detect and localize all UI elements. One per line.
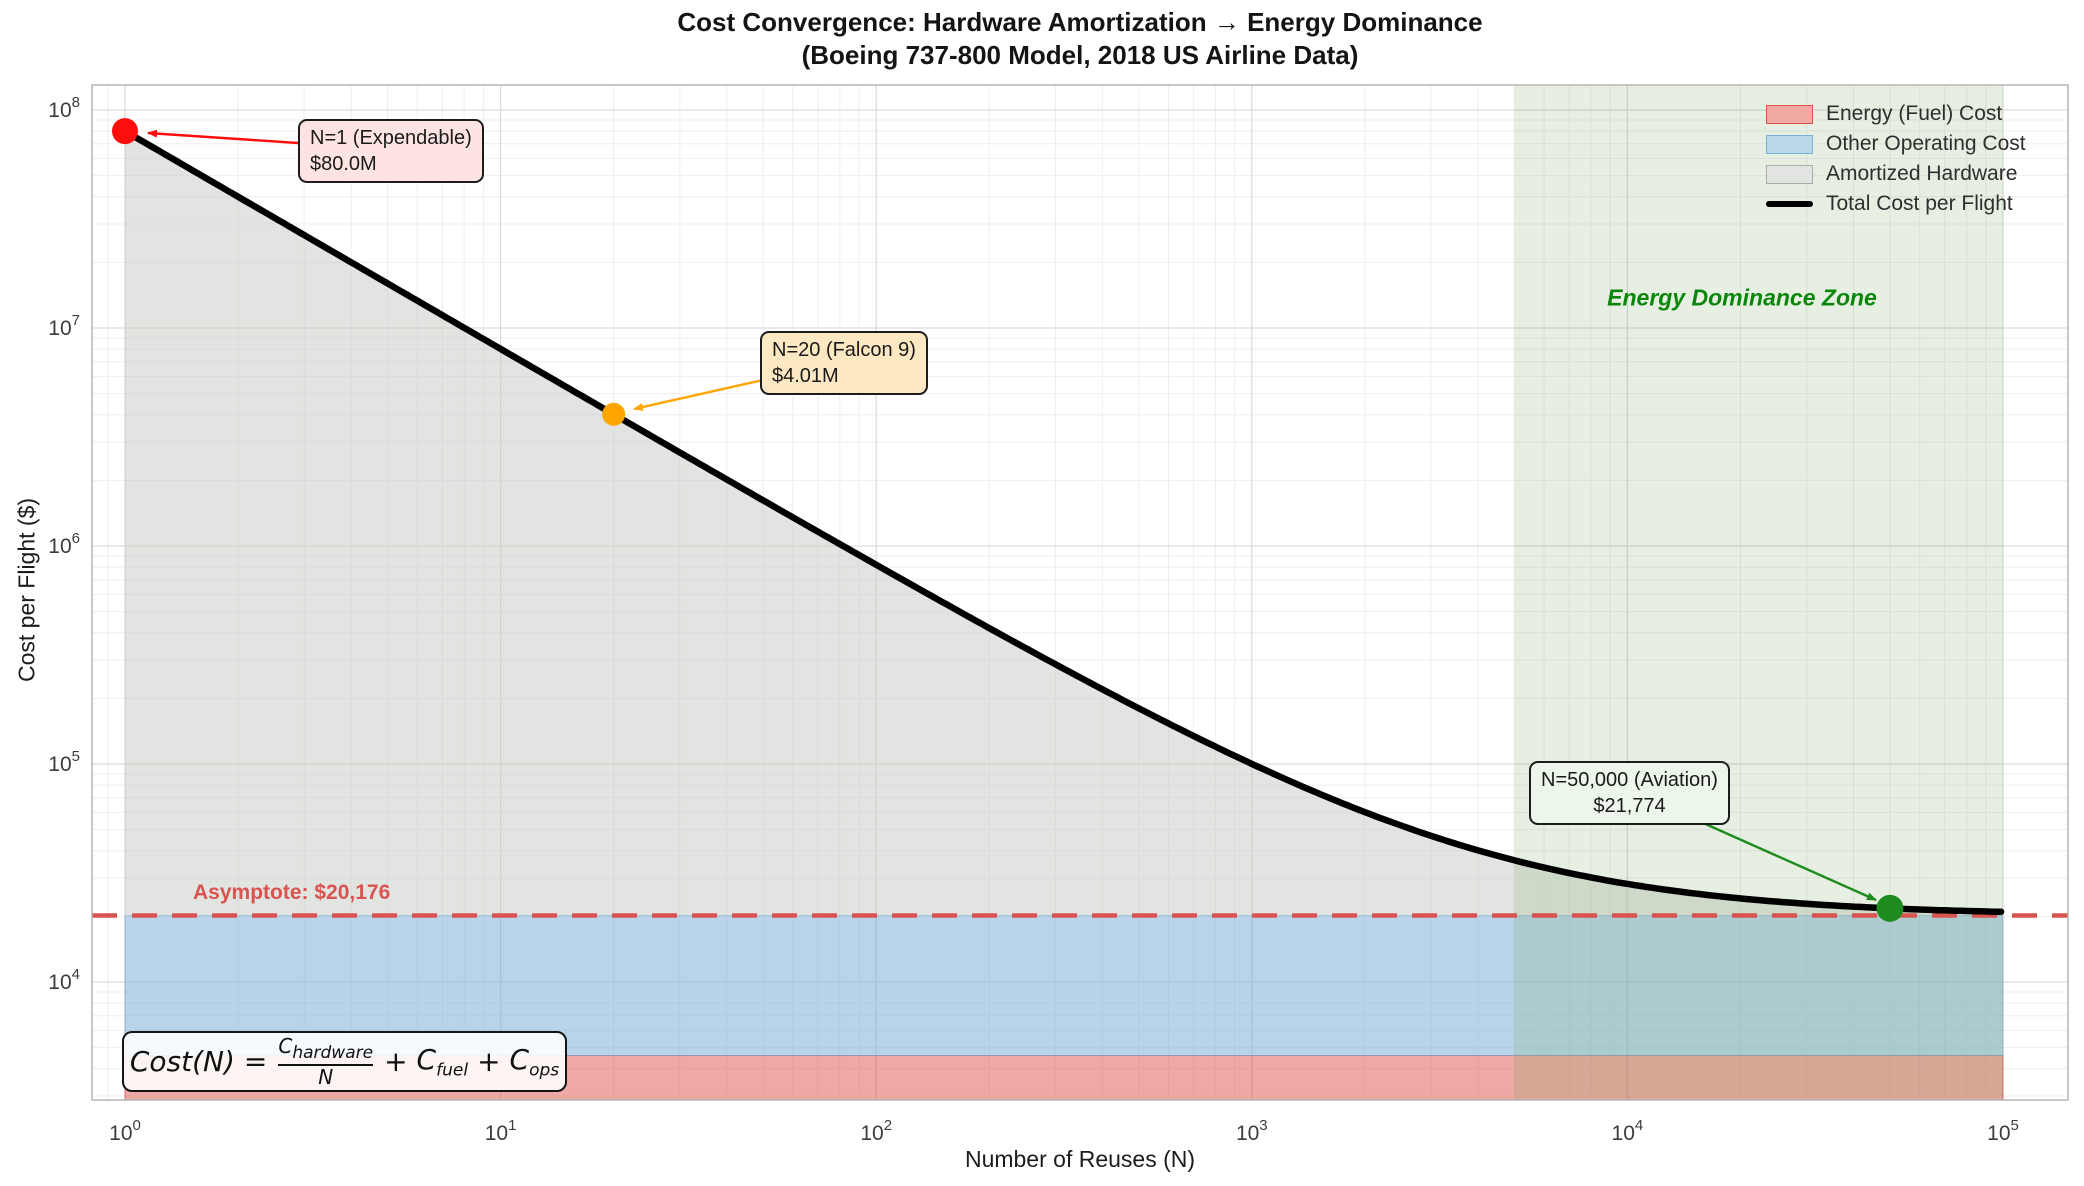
- legend-label-hardware: Amortized Hardware: [1826, 162, 2018, 185]
- legend-item-fuel: Energy (Fuel) Cost: [1766, 99, 2026, 129]
- annotation-n1-title: N=1 (Expendable): [310, 127, 472, 149]
- legend-item-total: Total Cost per Flight: [1766, 189, 2026, 219]
- y-tick-10e4: 104: [48, 966, 80, 994]
- y-axis-label: Cost per Flight ($): [13, 497, 40, 683]
- point-n1-dot: [112, 118, 138, 145]
- point-n20-dot: [602, 402, 626, 426]
- chart-title-line1: Cost Convergence: Hardware Amortization …: [677, 7, 1483, 37]
- formula-ops-term: Cops: [509, 1042, 560, 1081]
- total-cost-curve: [121, 127, 2005, 916]
- legend-label-fuel: Energy (Fuel) Cost: [1826, 102, 2003, 125]
- asymptote-label: Asymptote: $20,176: [193, 881, 391, 904]
- chart-title: Cost Convergence: Hardware Amortization …: [92, 6, 2068, 72]
- y-tick-10e8: 108: [48, 94, 80, 122]
- point-n50000-dot: [1876, 894, 1904, 922]
- y-tick-10e7: 107: [48, 312, 80, 340]
- annotation-n1-expendable: N=1 (Expendable) $80.0M: [298, 119, 484, 183]
- total-cost-line-icon: [1766, 201, 1813, 207]
- annotation-n1-value: $80.0M: [310, 153, 377, 175]
- legend: Energy (Fuel) Cost Other Operating Cost …: [1766, 99, 2026, 219]
- annotation-n50000-value: $21,774: [1593, 795, 1666, 817]
- legend-label-other-ops: Other Operating Cost: [1826, 132, 2026, 155]
- legend-label-total: Total Cost per Flight: [1826, 192, 2013, 215]
- formula-lhs: Cost(N): [129, 1045, 235, 1078]
- y-tick-10e6: 106: [48, 530, 80, 558]
- annotation-n20-value: $4.01M: [772, 365, 839, 387]
- fraction-bar: [278, 1064, 374, 1066]
- connector-n1: [147, 129, 299, 145]
- annotation-n50000-aviation: N=50,000 (Aviation) $21,774: [1529, 761, 1730, 825]
- energy-dominance-zone-label: Energy Dominance Zone: [1607, 284, 1877, 311]
- formula-plus2: +: [477, 1045, 501, 1078]
- energy-dominance-zone: [1514, 85, 2003, 1100]
- x-axis-label: Number of Reuses (N): [964, 1146, 1196, 1172]
- formula-numerator: Chardware: [278, 1034, 374, 1063]
- other-ops-swatch-icon: [1766, 134, 1813, 154]
- formula-equals: =: [243, 1045, 268, 1078]
- x-tick-10e3: 103: [1236, 1117, 1268, 1145]
- annotation-n50000-title: N=50,000 (Aviation): [1541, 769, 1718, 791]
- annotation-n20-title: N=20 (Falcon 9): [772, 339, 916, 361]
- x-tick-10e1: 101: [485, 1117, 517, 1145]
- axes-frame: [91, 84, 2069, 1101]
- x-tick-10e0: 100: [109, 1117, 141, 1145]
- connector-n50000: [1691, 816, 1877, 902]
- y-tick-10e5: 105: [48, 748, 80, 776]
- amortized-hardware-band: [125, 131, 2003, 916]
- formula-plus1: +: [384, 1045, 408, 1078]
- formula-denominator: N: [318, 1065, 334, 1089]
- amortized-hardware-swatch-icon: [1766, 164, 1813, 184]
- cost-formula: Cost(N) = Chardware N + Cfuel + Cops: [122, 1031, 567, 1092]
- legend-item-other-ops: Other Operating Cost: [1766, 129, 2026, 159]
- x-tick-10e4: 104: [1612, 1117, 1644, 1145]
- fuel-cost-swatch-icon: [1766, 104, 1813, 124]
- connector-n20: [633, 378, 764, 411]
- annotation-n20-falcon9: N=20 (Falcon 9) $4.01M: [760, 331, 928, 395]
- chart-title-line2: (Boeing 737-800 Model, 2018 US Airline D…: [801, 40, 1359, 70]
- x-tick-10e5: 105: [1987, 1117, 2019, 1145]
- formula-fraction: Chardware N: [278, 1034, 374, 1089]
- x-tick-10e2: 102: [860, 1117, 892, 1145]
- formula-fuel-term: Cfuel: [416, 1042, 469, 1081]
- legend-item-hardware: Amortized Hardware: [1766, 159, 2026, 189]
